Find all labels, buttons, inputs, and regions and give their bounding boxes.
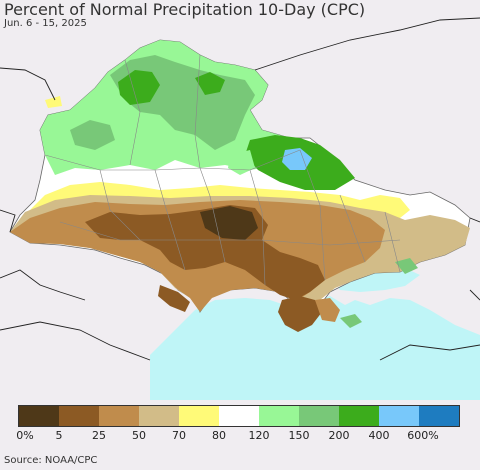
legend-tick-label: 50 [132,429,146,442]
southeast-green [395,258,418,274]
north-green-west [70,120,115,150]
legend-swatch [19,406,59,426]
map-title: Percent of Normal Precipitation 10-Day (… [4,0,366,19]
legend-tick-label: 400 [368,429,390,442]
precipitation-map [0,17,480,400]
map-subtitle: Jun. 6 - 15, 2025 [4,18,87,29]
dark-brown-zone [85,205,325,300]
northeast-blue [282,148,312,170]
legend-swatch [419,406,459,426]
north-dark-green-small [195,72,225,95]
legend-swatch [179,406,219,426]
legend-swatch [99,406,139,426]
legend-swatch [339,406,379,426]
legend-tick-label: 120 [248,429,270,442]
legend-swatch [259,406,299,426]
northwest-yellow [45,96,62,108]
legend-tick-label: 150 [288,429,310,442]
southwest-brown [158,285,190,312]
legend-swatch [299,406,339,426]
legend-swatch [219,406,259,426]
crimea-tan [315,298,340,322]
color-legend [18,405,460,427]
oblast-boundaries [44,54,401,286]
legend-swatch [379,406,419,426]
country-borders [0,17,480,361]
legend-tick-label: 200 [328,429,350,442]
legend-tick-label: 600% [407,429,439,442]
northeast-light-green [228,150,255,175]
legend-tick-label: 25 [92,429,106,442]
source-credit: Source: NOAA/CPC [4,455,98,466]
black-sea [150,295,480,400]
legend-tick-label: 70 [172,429,186,442]
crimea-green [340,314,362,328]
crimea-brown [278,296,322,332]
legend-labels: 0% 5 25 50 70 80 120 150 200 400 600% [0,429,480,443]
legend-swatch [139,406,179,426]
legend-tick-label: 0% [16,429,34,442]
legend-swatch [59,406,99,426]
north-dark-green [118,70,160,105]
legend-tick-label: 80 [212,429,226,442]
legend-tick-label: 5 [55,429,63,442]
